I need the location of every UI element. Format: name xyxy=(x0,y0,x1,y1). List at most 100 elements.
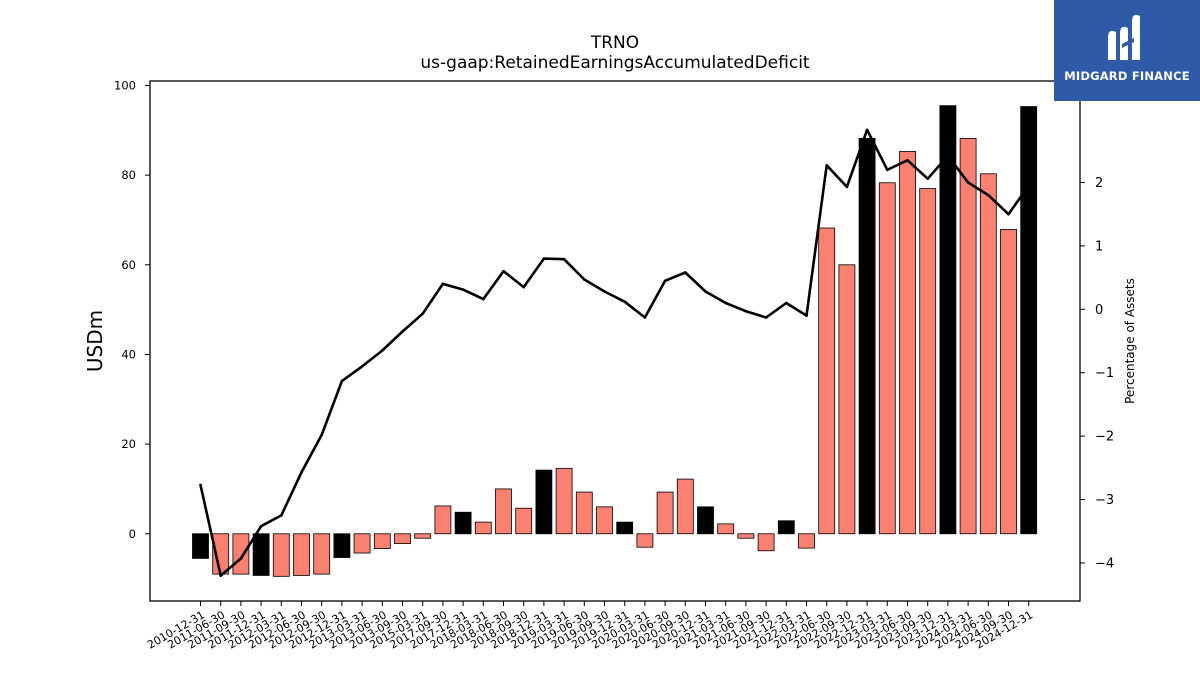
line-point xyxy=(300,470,303,474)
y-tick-label: 40 xyxy=(121,347,136,361)
line-point xyxy=(704,290,707,293)
line-point xyxy=(461,288,465,291)
bar xyxy=(474,521,492,535)
line-point xyxy=(401,330,404,333)
line-point xyxy=(239,557,243,560)
line-point xyxy=(542,257,546,260)
y-right-tick-label: −1 xyxy=(1095,366,1114,381)
bar xyxy=(757,533,775,552)
line-point xyxy=(603,290,606,293)
line-point xyxy=(360,365,364,368)
line-point xyxy=(522,285,525,289)
line-point xyxy=(259,524,263,528)
bar xyxy=(394,533,411,545)
line-point xyxy=(663,279,667,283)
y-right-tick-label: 2 xyxy=(1095,176,1103,191)
bar xyxy=(656,491,674,535)
bar xyxy=(858,137,876,535)
y-right-tick-label: −2 xyxy=(1095,430,1114,445)
bar xyxy=(697,506,714,535)
bar xyxy=(717,523,735,535)
bar xyxy=(353,533,371,554)
line-point xyxy=(805,314,808,317)
bar xyxy=(434,505,452,535)
line-point xyxy=(583,278,586,281)
line-point xyxy=(643,316,647,319)
left-y-axis: 0 20 40 60 80 100 xyxy=(114,78,150,541)
bar xyxy=(1000,228,1017,535)
bar xyxy=(414,533,432,539)
x-axis: 2010-12-312011-06-302011-09-302011-12-31… xyxy=(145,601,1035,652)
y-right-tick-label: 0 xyxy=(1095,303,1103,318)
line-path xyxy=(199,128,1030,577)
right-y-axis: −4 −3 −2 −1 0 1 2 xyxy=(1080,176,1114,571)
line-point xyxy=(946,154,950,158)
y-axis-label-left: USDm xyxy=(83,310,107,372)
bar xyxy=(232,533,250,575)
bar xyxy=(454,511,472,535)
y-tick-label: 60 xyxy=(121,258,136,272)
line-point xyxy=(280,514,283,517)
line-point xyxy=(684,271,687,274)
y-tick-label: 20 xyxy=(121,437,136,451)
bar xyxy=(777,520,795,535)
line-point xyxy=(966,181,970,184)
y-tick-label: 100 xyxy=(114,78,136,92)
line-point xyxy=(764,316,768,319)
y-axis-label-right: Percentage of Assets xyxy=(1123,278,1137,404)
line-point xyxy=(1007,212,1010,216)
line-point xyxy=(320,433,324,437)
line-series xyxy=(199,128,1030,577)
line-point xyxy=(482,297,485,301)
chart-title: TRNO xyxy=(590,33,639,53)
line-point xyxy=(926,177,929,180)
y-right-tick-label: 1 xyxy=(1095,239,1103,254)
bar xyxy=(1020,106,1038,535)
bar xyxy=(818,227,836,535)
bar xyxy=(272,533,290,577)
line-point xyxy=(845,185,849,189)
line-point xyxy=(623,300,626,303)
midgard-m-icon xyxy=(1108,14,1140,60)
line-point xyxy=(441,282,445,286)
bar xyxy=(616,521,634,535)
line-point xyxy=(906,158,909,162)
line-point xyxy=(825,164,828,167)
bar xyxy=(575,491,593,535)
bar xyxy=(899,150,916,535)
bar xyxy=(798,533,815,549)
bar-series xyxy=(192,105,1038,577)
y-tick-label: 80 xyxy=(121,168,136,182)
bar xyxy=(313,533,331,575)
bar xyxy=(495,488,512,535)
line-point xyxy=(562,257,566,261)
line-point xyxy=(1027,184,1030,187)
y-right-tick-label: −4 xyxy=(1095,556,1114,571)
line-point xyxy=(502,269,505,273)
bar xyxy=(737,533,755,539)
bar xyxy=(596,506,613,535)
line-point xyxy=(865,128,869,132)
line-point xyxy=(785,301,788,305)
bar xyxy=(252,533,270,576)
bar xyxy=(293,533,310,576)
line-point xyxy=(199,483,202,487)
bar xyxy=(333,533,351,558)
bar xyxy=(555,467,573,535)
line-point xyxy=(219,574,222,577)
line-point xyxy=(744,309,748,313)
bar xyxy=(515,507,533,535)
bar xyxy=(919,188,937,535)
line-point xyxy=(724,301,727,305)
line-point xyxy=(340,379,344,383)
y-tick-label: 0 xyxy=(129,527,136,541)
bar xyxy=(939,105,957,535)
line-point xyxy=(987,193,990,197)
bar xyxy=(979,173,997,535)
line-point xyxy=(421,312,425,316)
plot-area-frame xyxy=(149,80,1081,602)
bar xyxy=(838,264,856,535)
bar xyxy=(373,533,391,549)
bar xyxy=(878,182,896,535)
